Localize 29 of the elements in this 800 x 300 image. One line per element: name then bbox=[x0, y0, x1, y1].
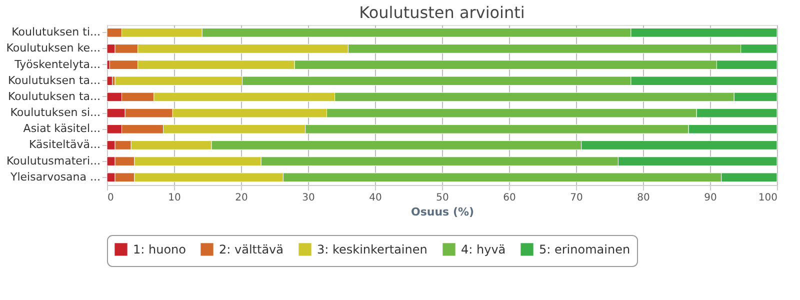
legend-label: 1: huono bbox=[133, 242, 186, 256]
y-tick-label: Koulutuksen si... bbox=[10, 106, 100, 120]
bar bbox=[106, 76, 113, 86]
y-tick-label: Koulutuksen ke... bbox=[6, 42, 100, 55]
legend-label: 4: hyvä bbox=[461, 242, 506, 256]
y-tick-label: Työskentelyta... bbox=[14, 58, 100, 71]
x-tick-label: 90 bbox=[704, 192, 717, 204]
chart-title: Koulutusten arviointi bbox=[359, 3, 525, 22]
y-tick-label: Asiat käsitel... bbox=[23, 122, 100, 136]
x-tick-label: 100 bbox=[758, 192, 778, 204]
y-tick-label: Koulutuksen ti... bbox=[12, 26, 100, 39]
y-tick-label: Koulutuksen ta... bbox=[8, 74, 100, 87]
x-tick-label: 70 bbox=[570, 192, 583, 204]
x-tick-label: 10 bbox=[168, 192, 181, 204]
y-tick-label: Koulutusmateri... bbox=[6, 154, 100, 168]
x-tick-label: 60 bbox=[503, 192, 516, 204]
x-tick-label: 40 bbox=[369, 192, 382, 204]
legend-label: 2: välttävä bbox=[219, 242, 284, 256]
x-tick-label: 30 bbox=[302, 192, 315, 204]
x-axis-title: Osuus (%) bbox=[410, 206, 474, 218]
y-tick-label: Koulutuksen ta... bbox=[8, 90, 100, 103]
y-tick-label: Käsiteltävä... bbox=[29, 138, 100, 152]
legend-label: 5: erinomainen bbox=[539, 242, 630, 256]
x-tick-label: 80 bbox=[637, 192, 650, 204]
legend-label: 3: keskinkertainen bbox=[317, 242, 428, 256]
x-tick-label: 0 bbox=[108, 192, 114, 204]
x-tick-label: 50 bbox=[436, 192, 449, 204]
y-tick-label: Yleisarvosana ... bbox=[9, 170, 100, 184]
x-tick-label: 20 bbox=[235, 192, 248, 204]
